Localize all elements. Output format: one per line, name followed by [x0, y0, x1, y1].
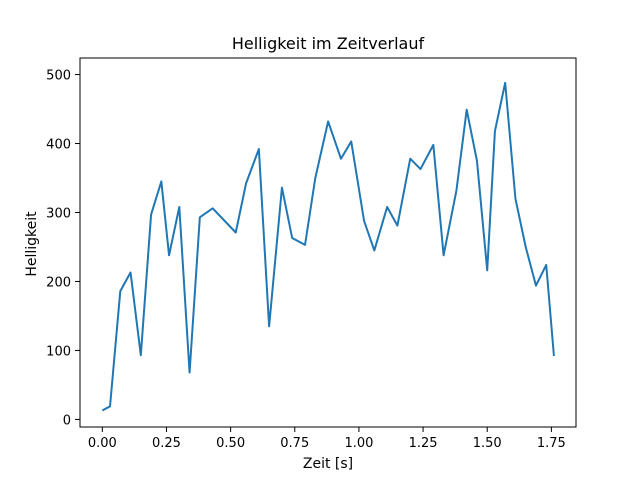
x-tick-label: 0.25: [152, 436, 181, 451]
x-tick-label: 0.50: [216, 436, 245, 451]
x-axis-label: Zeit [s]: [303, 456, 353, 472]
x-tick-label: 1.00: [344, 436, 373, 451]
y-tick-label: 500: [46, 69, 71, 84]
y-tick-label: 0: [63, 413, 71, 428]
chart-title: Helligkeit im Zeitverlauf: [232, 34, 425, 53]
x-tick-label: 1.25: [409, 436, 438, 451]
x-tick-label: 1.50: [473, 436, 502, 451]
y-tick-label: 400: [46, 138, 71, 153]
y-tick-label: 300: [46, 206, 71, 221]
x-tick-label: 1.75: [537, 436, 566, 451]
x-tick-label: 0.00: [88, 436, 117, 451]
x-axis: 0.00 0.25 0.50 0.75 1.00 1.25 1.50 1.75: [88, 427, 566, 451]
y-tick-label: 200: [46, 275, 71, 290]
x-tick-label: 0.75: [280, 436, 309, 451]
y-axis: 0 100 200 300 400 500: [46, 69, 80, 428]
y-axis-label: Helligkeit: [24, 211, 40, 277]
y-tick-label: 100: [46, 344, 71, 359]
plot-area: [79, 57, 577, 428]
series-line-0: [101, 81, 555, 412]
plot-frame: [79, 57, 577, 428]
